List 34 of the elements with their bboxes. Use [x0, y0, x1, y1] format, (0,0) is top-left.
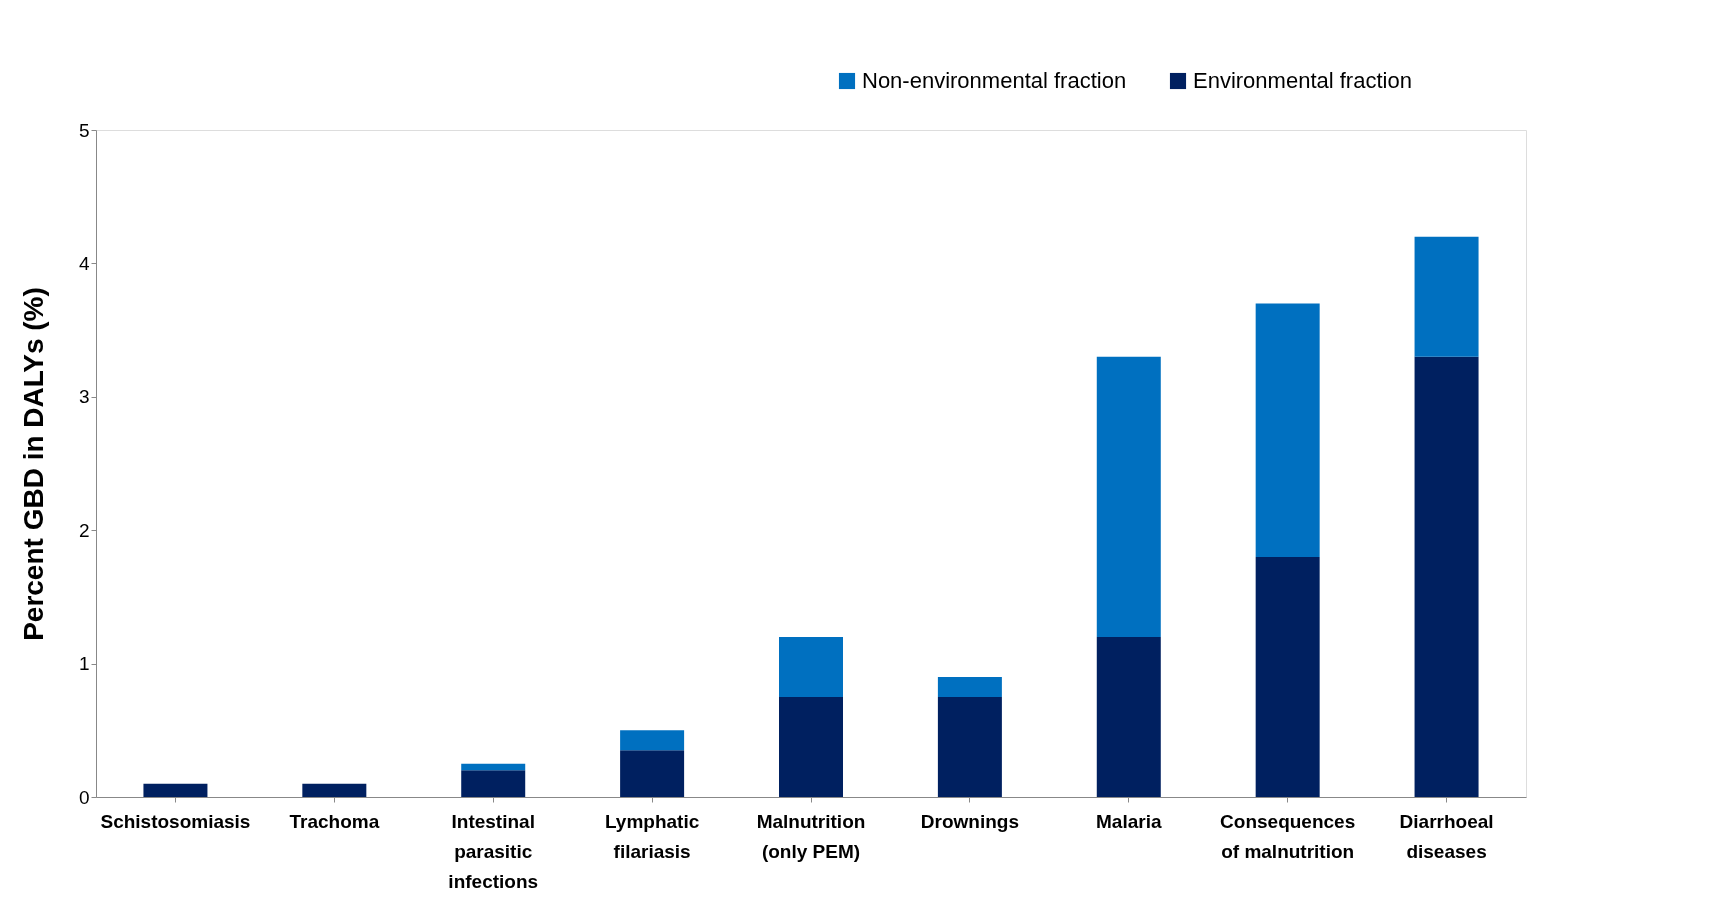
x-tick-label: Drownings — [920, 810, 1019, 832]
x-tick-label: Trachoma — [289, 810, 380, 832]
y-tick-label: 4 — [78, 252, 90, 274]
bar — [779, 696, 843, 797]
bar — [1096, 356, 1161, 637]
bar — [779, 636, 843, 697]
y-tick-label: 5 — [78, 119, 90, 141]
x-tick-label: Malaria — [1096, 810, 1162, 832]
x-tick-label: Diarrhoeal diseases — [1399, 810, 1494, 862]
y-tick-label: 1 — [78, 653, 90, 675]
x-tick-label: Lymphatic filariasis — [604, 810, 700, 862]
bar — [302, 783, 367, 797]
y-tick-label: 0 — [78, 786, 90, 808]
bar — [461, 770, 526, 797]
y-tick-label: 3 — [78, 386, 90, 408]
bar — [143, 783, 208, 797]
y-tick-label: 2 — [78, 519, 90, 541]
bar — [1414, 356, 1479, 797]
bar — [1414, 236, 1479, 357]
x-tick-label: Consequences of malnutrition — [1220, 810, 1356, 862]
x-tick-label: Intestinal parasitic infections — [448, 810, 539, 892]
bar — [1255, 303, 1320, 557]
bar — [461, 763, 526, 771]
bar — [620, 750, 685, 797]
bar — [620, 730, 685, 751]
bar — [937, 676, 1002, 697]
x-tick-label: Schistosomiasis — [100, 810, 251, 832]
y-axis-title: Percent GBD in DALYs (%) — [17, 287, 49, 641]
legend-label: Environmental fraction — [1193, 68, 1412, 93]
bar — [937, 696, 1002, 797]
x-tick-label: Malnutrition (only PEM) — [756, 810, 866, 862]
bar — [1096, 636, 1161, 797]
legend-label: Non-environmental fraction — [862, 68, 1127, 93]
bar — [1255, 556, 1320, 797]
